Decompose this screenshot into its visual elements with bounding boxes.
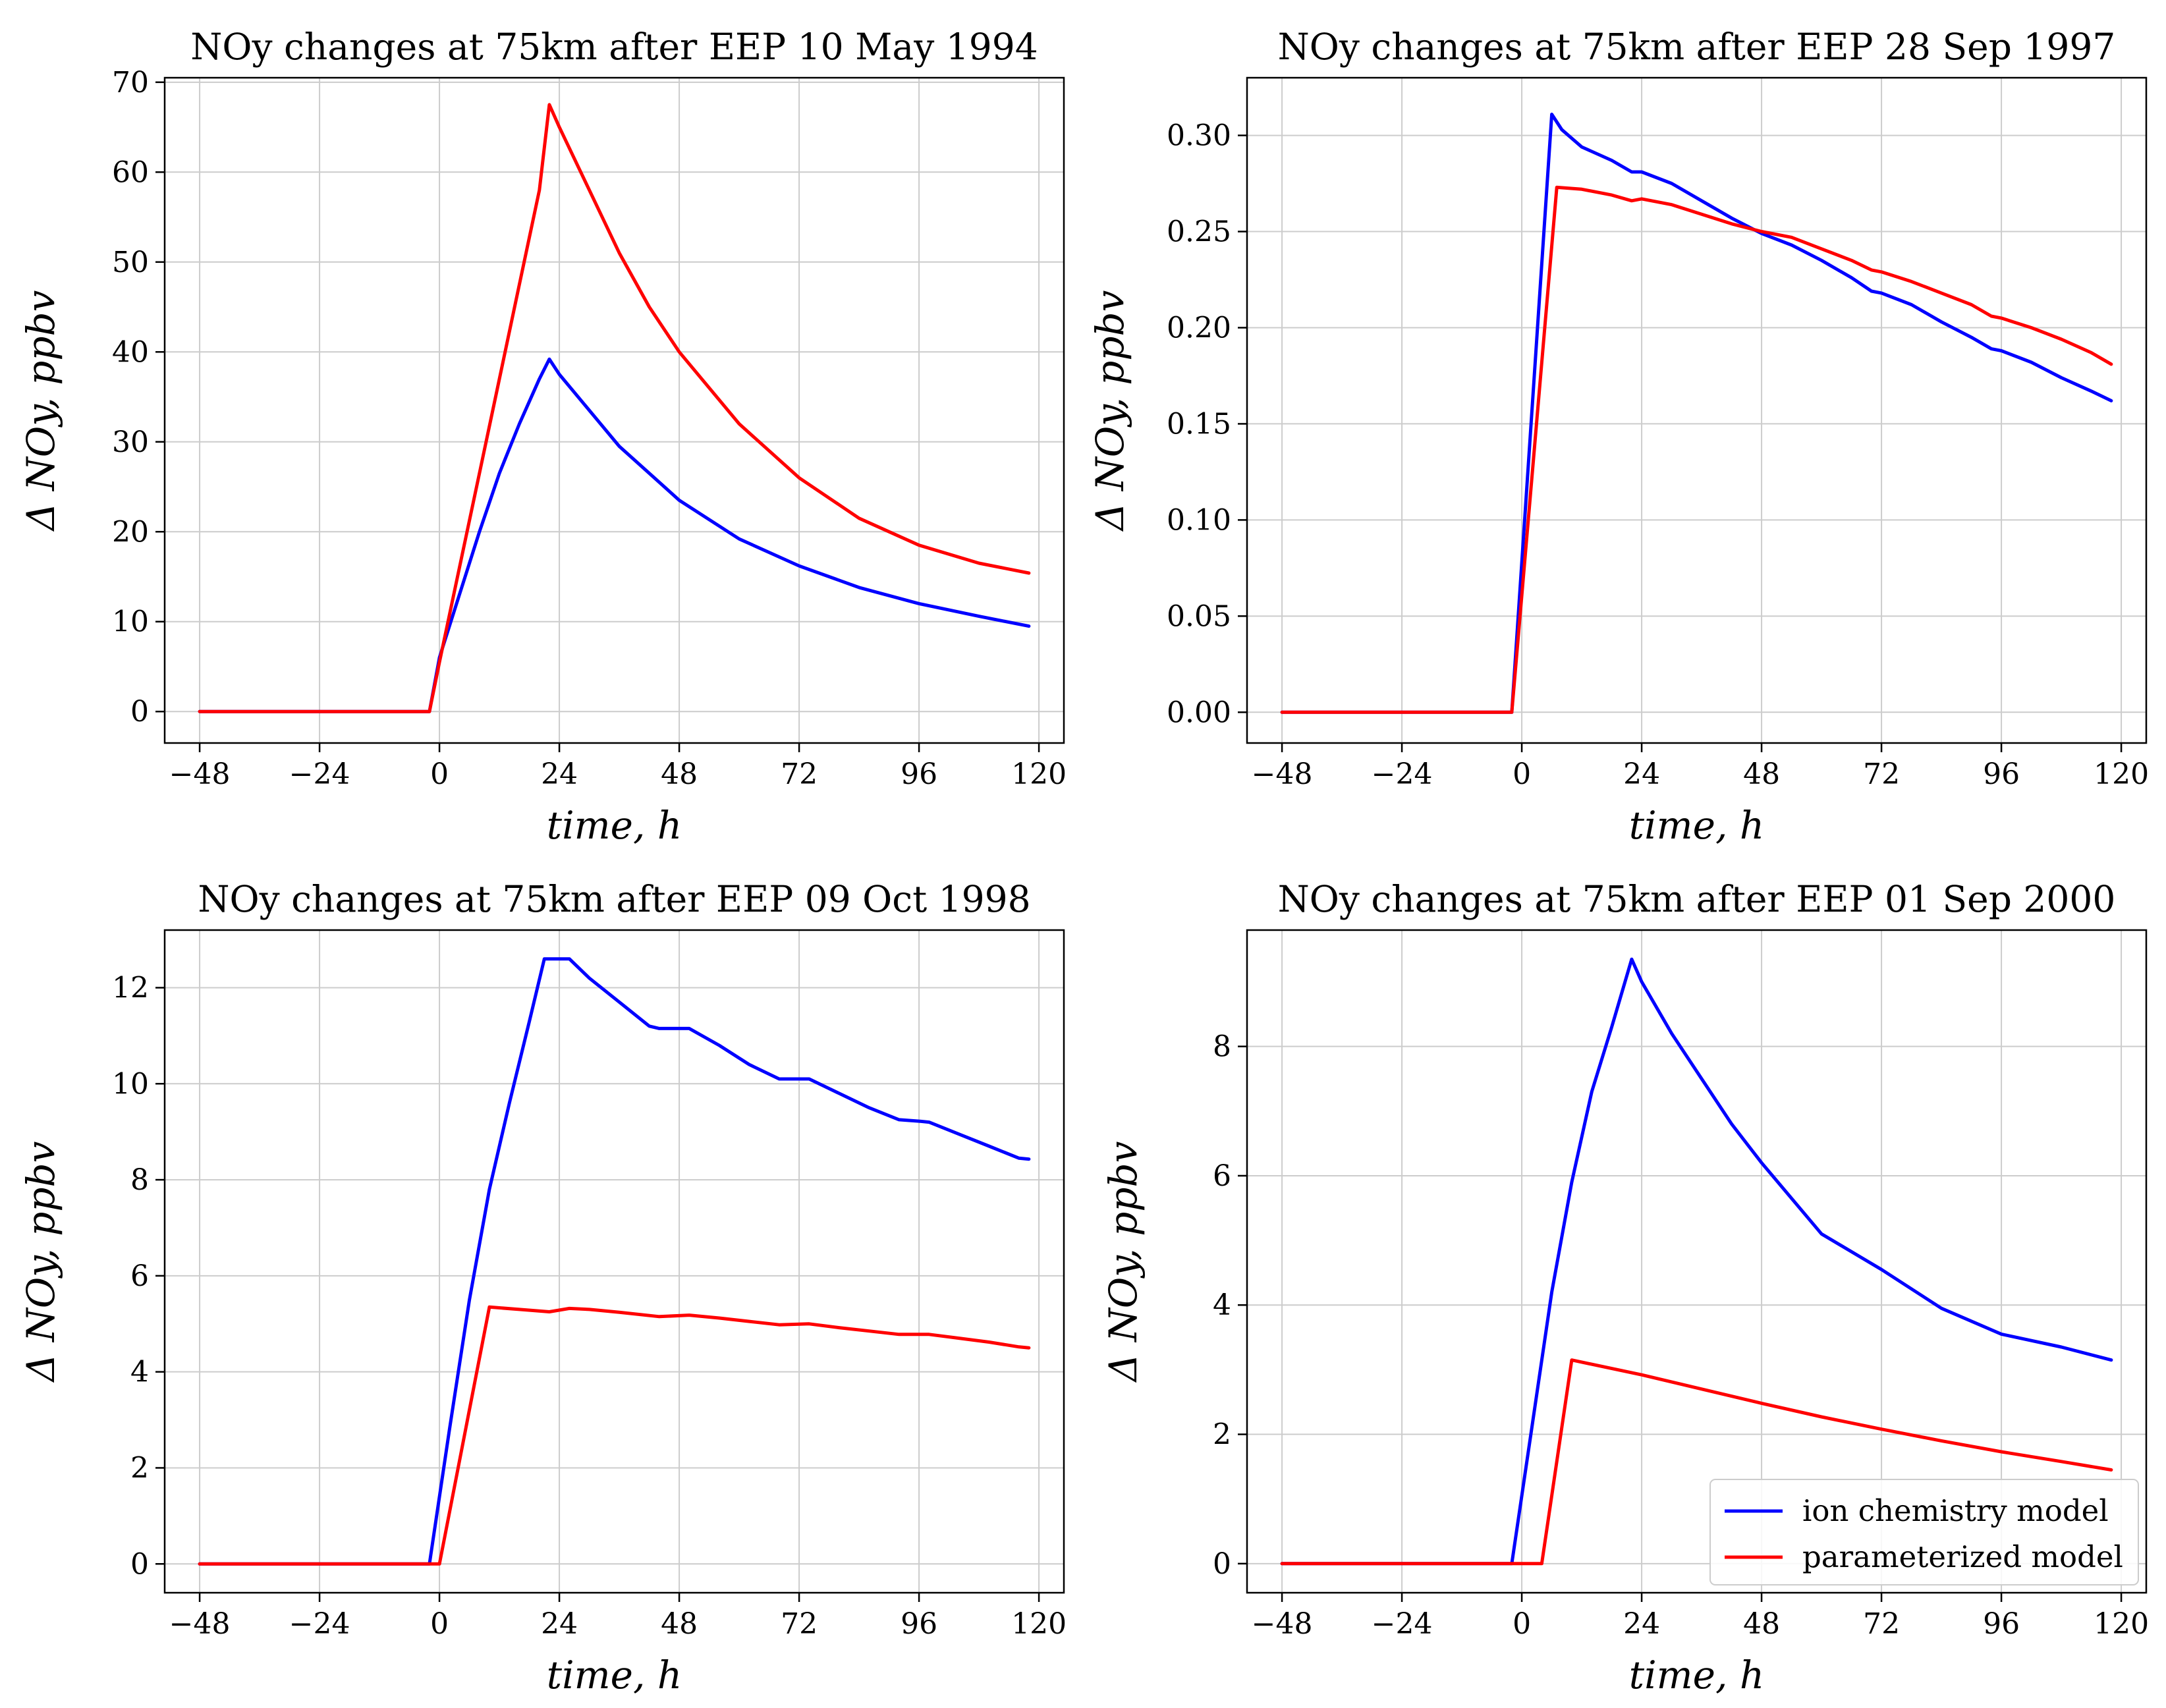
y-tick-label: 0.05 [1167,599,1231,633]
y-tick-label: 4 [1213,1288,1231,1322]
plot-frame [1246,929,2148,1594]
x-tick-label: 24 [541,1607,578,1641]
y-axis-label: Δ NOy, ppbv [18,1141,63,1383]
y-tick-label: 8 [1213,1030,1231,1064]
chart-title: NOy changes at 75km after EEP 01 Sep 200… [1278,878,2116,920]
x-tick-label: 96 [1983,1607,2020,1641]
series-line-ion-chemistry-model [198,957,1031,1566]
y-tick-label: 6 [1213,1159,1231,1193]
x-tick-label: 72 [781,1607,818,1641]
plot-frame [1246,76,2148,744]
y-tick-label: 30 [112,426,149,459]
series-line-ion-chemistry-model [1280,113,2113,714]
plot-frame [163,929,1065,1594]
x-tick-label: 120 [1011,758,1067,791]
y-tick-label: 0 [130,695,149,729]
x-tick-label: 24 [1623,1607,1660,1641]
series-line-ion-chemistry-model [1280,957,2113,1566]
y-axis-label: Δ NOy, ppbv [18,290,63,532]
x-tick-label: 72 [1863,1607,1900,1641]
legend-label: parameterized model [1802,1539,2123,1574]
y-tick-label: 0.10 [1167,503,1231,537]
x-axis-label: time, h [547,803,682,848]
x-tick-label: −24 [1372,1607,1433,1641]
y-tick-label: 12 [112,971,149,1005]
y-tick-label: 0.30 [1167,119,1231,153]
x-tick-label: −24 [1372,758,1433,791]
y-tick-label: 2 [130,1451,149,1485]
x-tick-label: −48 [169,758,231,791]
y-tick-label: 10 [112,1067,149,1101]
chart-panel-2: −48 −24 0 24 48 72 96 120 0.00 0.05 0.10 0.15 0.20 0.… [1088,26,2149,848]
x-axis-label: time, h [547,1653,682,1697]
x-tick-label: −24 [289,1607,350,1641]
series-line-parameterized-model [198,103,1031,713]
series-line-parameterized-model [1280,1358,2113,1566]
chart-title: NOy changes at 75km after EEP 09 Oct 199… [198,878,1030,920]
x-tick-label: 48 [1743,1607,1780,1641]
x-tick-label: 0 [1513,758,1531,791]
legend-label: ion chemistry model [1802,1493,2109,1528]
y-tick-label: 0 [1213,1547,1231,1581]
x-tick-label: 24 [1623,758,1660,791]
x-tick-label: 0 [430,1607,449,1641]
x-tick-label: 48 [661,758,698,791]
y-tick-label: 0.00 [1167,696,1231,729]
x-tick-label: 120 [2094,1607,2149,1641]
y-tick-label: 0.25 [1167,215,1231,249]
x-tick-label: 48 [661,1607,698,1641]
series-line-parameterized-model [1280,185,2113,714]
y-tick-label: 8 [130,1163,149,1197]
chart-title: NOy changes at 75km after EEP 28 Sep 199… [1278,26,2116,68]
plot-frame [163,76,1065,744]
legend-box [1709,1479,2139,1585]
y-tick-label: 2 [1213,1418,1231,1452]
y-tick-label: 60 [112,155,149,189]
x-axis-label: time, h [1629,1653,1764,1697]
x-tick-label: 120 [1011,1607,1067,1641]
y-tick-label: 0.15 [1167,407,1231,441]
chart-panel-1: −48 −24 0 24 48 72 96 120 0 10 20 30 40 50 60 70 NOy cha… [18,26,1067,848]
x-tick-label: 120 [2094,758,2149,791]
y-tick-label: 0 [130,1547,149,1581]
x-tick-label: 72 [1863,758,1900,791]
y-tick-label: 6 [130,1259,149,1293]
x-axis-label: time, h [1629,803,1764,848]
y-tick-label: 40 [112,335,149,369]
x-tick-label: 96 [901,758,937,791]
y-tick-label: 50 [112,246,149,279]
series-line-parameterized-model [198,1305,1031,1566]
x-tick-label: 0 [430,758,449,791]
y-tick-label: 4 [130,1356,149,1389]
y-tick-label: 70 [112,66,149,99]
x-tick-label: 96 [901,1607,937,1641]
x-tick-label: 24 [541,758,578,791]
chart-title: NOy changes at 75km after EEP 10 May 199… [190,26,1038,68]
x-tick-label: 72 [781,758,818,791]
y-tick-label: 10 [112,605,149,639]
x-tick-label: 0 [1513,1607,1531,1641]
x-tick-label: −48 [1252,758,1313,791]
x-tick-label: −24 [289,758,350,791]
y-axis-label: Δ NOy, ppbv [1088,290,1132,532]
y-tick-label: 20 [112,515,149,549]
x-tick-label: −48 [169,1607,231,1641]
x-tick-label: 48 [1743,758,1780,791]
y-axis-label: Δ NOy, ppbv [1101,1141,1146,1383]
x-tick-label: −48 [1252,1607,1313,1641]
legend: ion chemistry model parameterized model [1709,1479,2139,1585]
series-line-ion-chemistry-model [198,357,1031,713]
y-tick-label: 0.20 [1167,311,1231,344]
x-tick-label: 96 [1983,758,2020,791]
